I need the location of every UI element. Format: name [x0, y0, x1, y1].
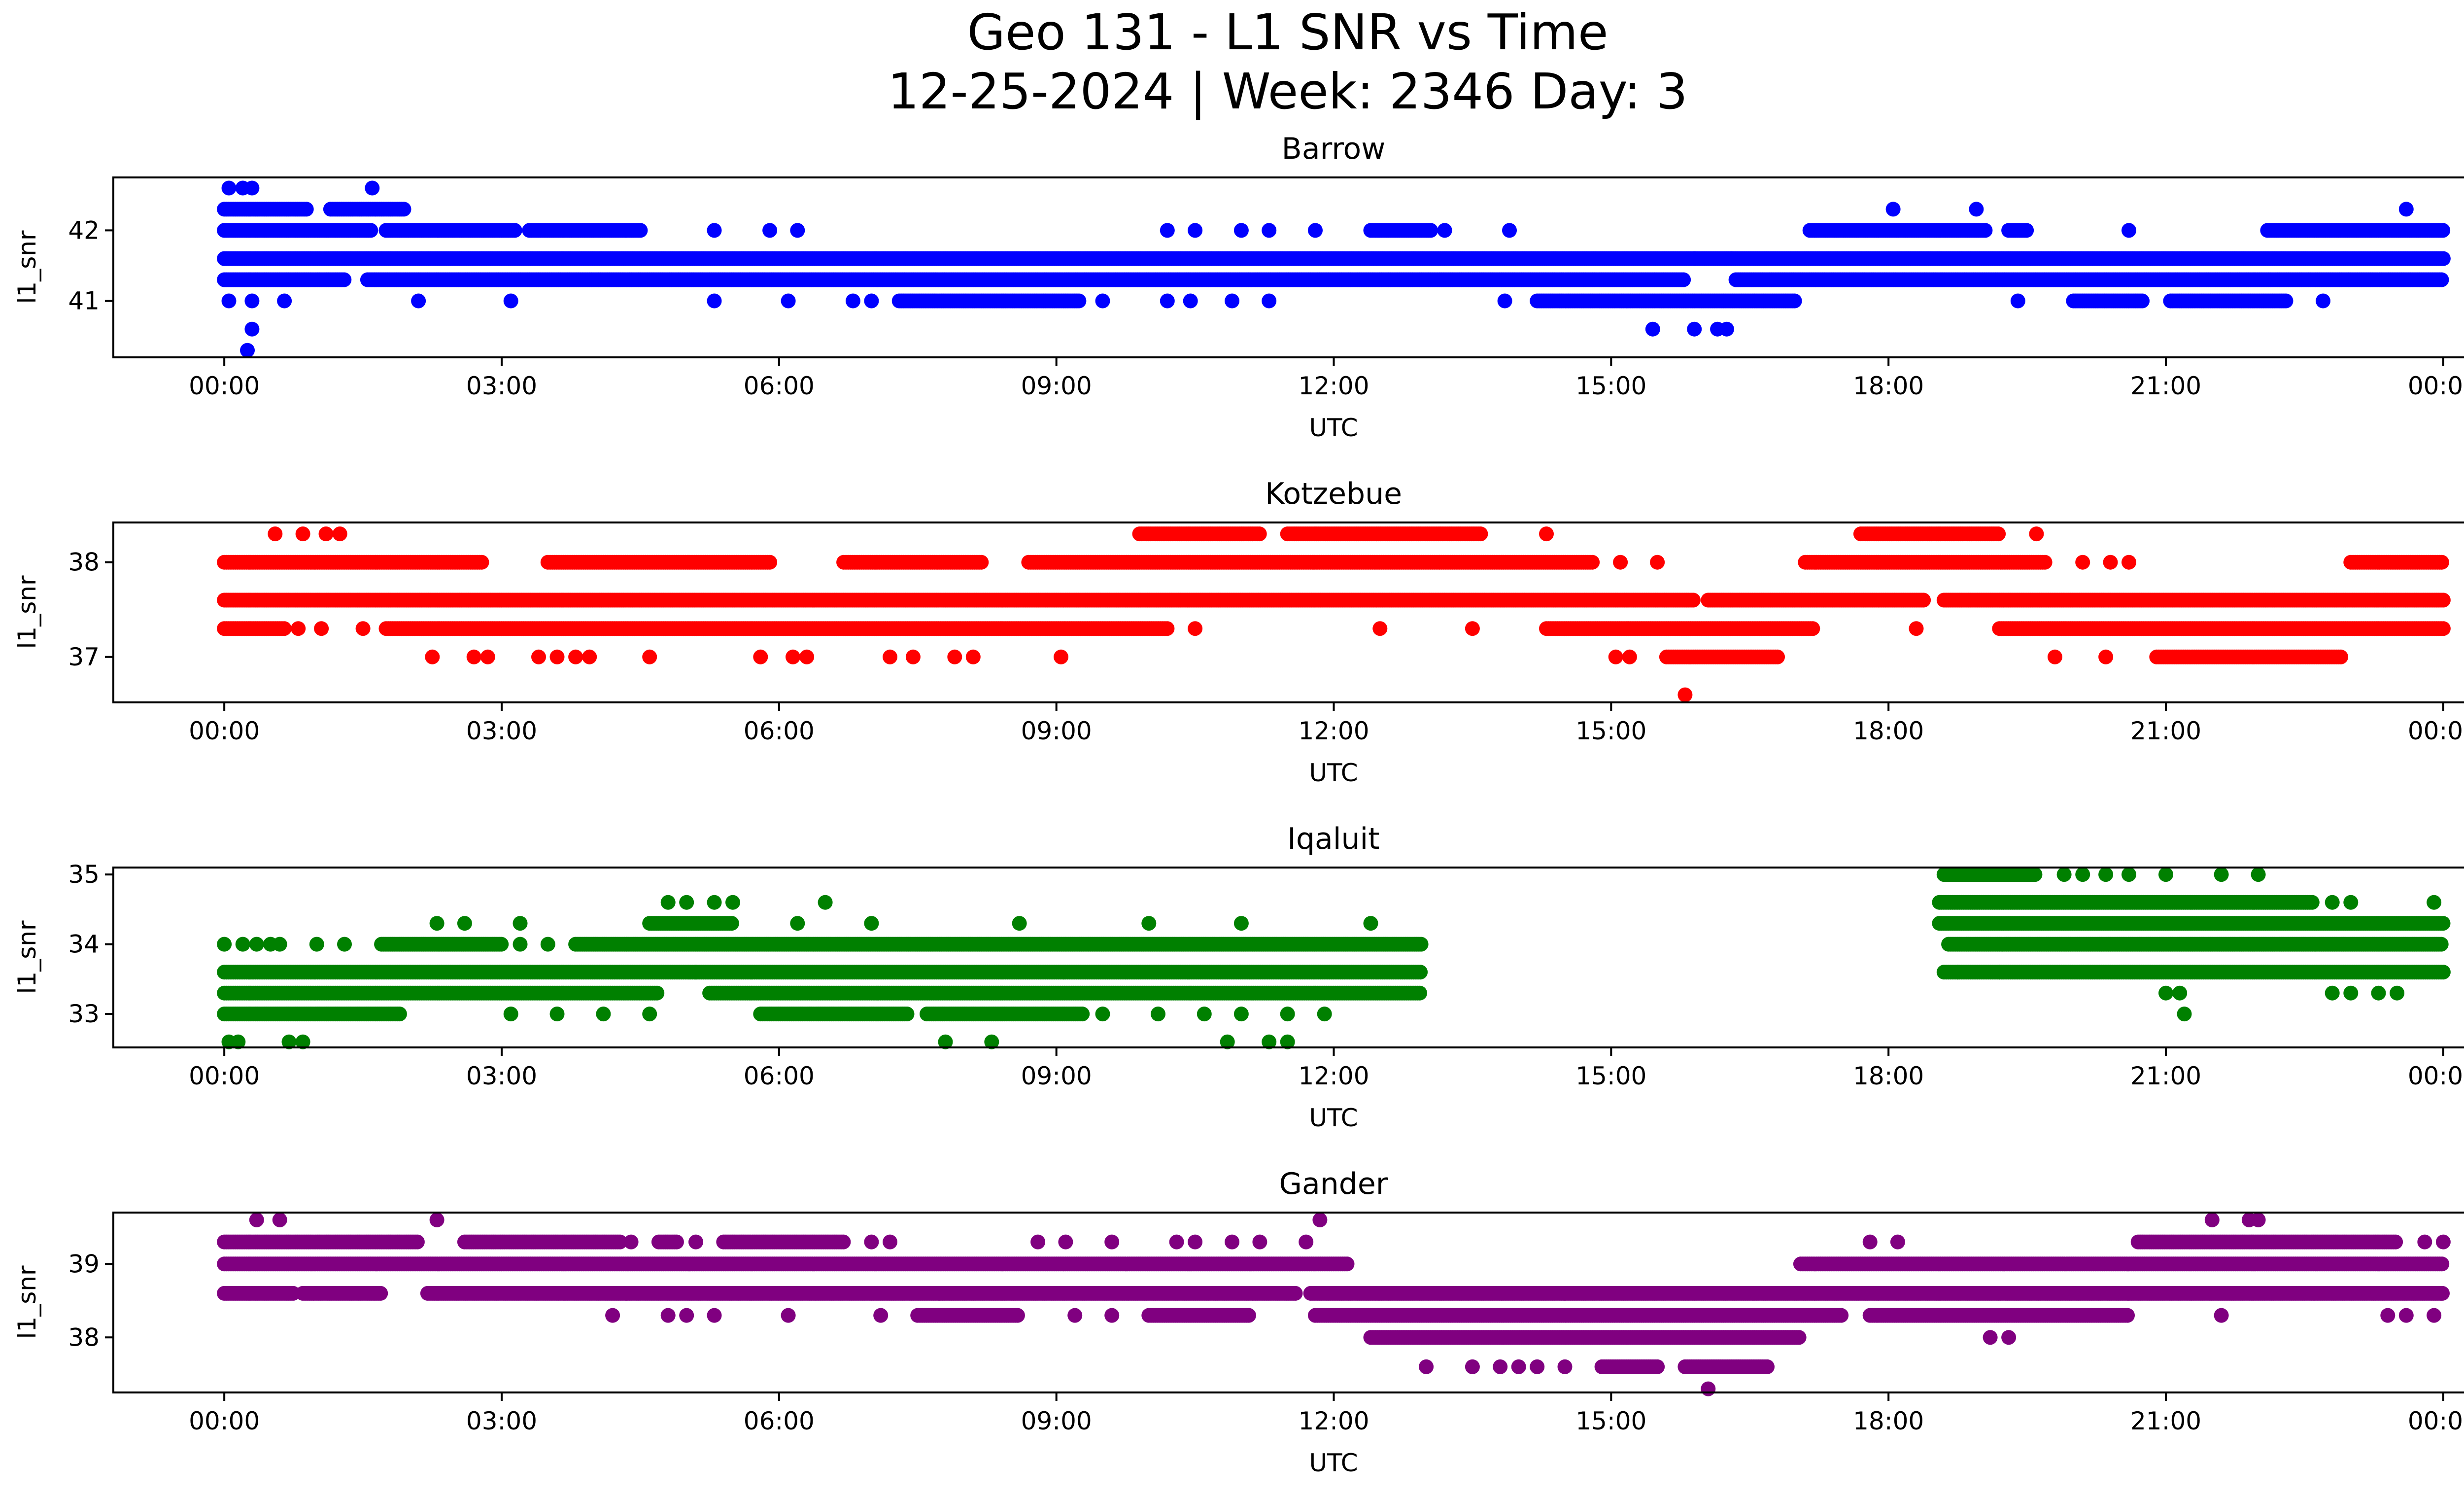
x-tick-label: 12:00	[1298, 372, 1369, 400]
data-point	[221, 293, 237, 309]
data-point	[845, 293, 860, 309]
barrow-subplot: Barrow 00:00 03:00 06:00 09:00 12:00 15:00 18:…	[13, 132, 2464, 442]
data-point	[2434, 272, 2449, 287]
data-point	[1969, 202, 1984, 217]
data-point	[299, 202, 314, 217]
kotzebue-subplot: Kotzebue 00:00 03:00 06:00 09:00 12:00 15:00 1…	[13, 477, 2464, 787]
data-point	[240, 343, 255, 358]
data-point	[1978, 223, 1993, 238]
data-point	[2435, 621, 2451, 636]
data-point	[2019, 223, 2034, 238]
data-point	[707, 223, 722, 238]
data-point	[1160, 223, 1175, 238]
data-point	[1188, 223, 1203, 238]
data-point	[1262, 293, 1277, 309]
data-point	[1183, 293, 1198, 309]
data-point	[277, 293, 292, 309]
data-point	[1308, 223, 1323, 238]
data-point	[1437, 223, 1452, 238]
data-point	[2316, 293, 2330, 309]
data-point	[1262, 223, 1277, 238]
data-point	[2435, 223, 2451, 238]
x-tick-label: 18:00	[1853, 372, 1924, 400]
data-point	[1497, 293, 1512, 309]
data-point	[2122, 223, 2136, 238]
data-point	[762, 555, 778, 570]
x-tick-label: 15:00	[1575, 372, 1646, 400]
data-point	[1676, 272, 1691, 287]
data-point	[1225, 293, 1240, 309]
data-point	[1233, 223, 1249, 238]
data-point	[1071, 293, 1087, 309]
data-point	[507, 223, 522, 238]
subplot-title: Barrow	[1282, 132, 1386, 166]
data-point	[790, 223, 805, 238]
data-point	[1687, 321, 1702, 337]
data-point	[337, 272, 352, 287]
data-point	[1685, 592, 1701, 608]
x-axis-label: UTC	[1309, 414, 1358, 442]
y-tick-label: 41	[68, 286, 100, 315]
data-point	[1095, 293, 1110, 309]
x-tick-label: 21:00	[2130, 372, 2201, 400]
data-point	[474, 555, 489, 570]
data-point	[244, 321, 260, 337]
data-point	[1687, 251, 1702, 266]
data-point	[396, 202, 411, 217]
data-point	[2278, 293, 2293, 309]
figure-title-line1: Geo 131 - L1 SNR vs Time	[967, 3, 1608, 61]
data-point	[1787, 293, 1802, 309]
y-axis-label: l1_snr	[13, 230, 41, 304]
data-point	[2435, 251, 2451, 266]
x-tick-label: 00:00	[189, 372, 260, 400]
data-point	[2398, 202, 2414, 217]
x-tick-label: 06:00	[744, 372, 815, 400]
x-axis-ticks: 00:00 03:00 06:00 09:00 12:00 15:00 18:00 21:00…	[189, 357, 2464, 400]
data-point	[1805, 621, 1820, 636]
data-point	[1719, 321, 1734, 337]
data-point	[864, 293, 879, 309]
data-point	[244, 180, 260, 196]
data-point	[2010, 293, 2025, 309]
data-point	[1160, 293, 1175, 309]
plot-frame	[112, 176, 2464, 358]
data-point	[2435, 592, 2451, 608]
data-point	[707, 293, 722, 309]
data-point	[1885, 202, 1901, 217]
data-point	[781, 293, 796, 309]
data-point	[221, 180, 237, 196]
data-point	[503, 293, 518, 309]
data-point	[1724, 251, 1739, 266]
x-tick-label: 03:00	[466, 372, 537, 400]
data-point	[1645, 321, 1660, 337]
data-point	[1916, 592, 1931, 608]
data-point	[1423, 223, 1438, 238]
x-tick-label: 00:00	[2408, 372, 2464, 400]
figure-title-line2: 12-25-2024 | Week: 2346 Day: 3	[888, 63, 1687, 120]
data-point	[363, 223, 378, 238]
y-tick-label: 42	[68, 216, 100, 244]
data-point	[2135, 293, 2150, 309]
data-point	[244, 293, 260, 309]
data-points	[217, 180, 2451, 358]
subplot-title: Kotzebue	[1265, 477, 1402, 511]
data-point	[276, 621, 292, 636]
data-point	[411, 293, 426, 309]
data-point	[762, 223, 778, 238]
x-tick-label: 09:00	[1021, 372, 1092, 400]
data-points	[217, 526, 2451, 702]
data-point	[1160, 621, 1175, 636]
data-point	[1502, 223, 1517, 238]
data-point	[974, 555, 989, 570]
data-point	[633, 223, 648, 238]
data-point	[365, 180, 380, 196]
y-axis-ticks: 41 42	[68, 216, 113, 315]
